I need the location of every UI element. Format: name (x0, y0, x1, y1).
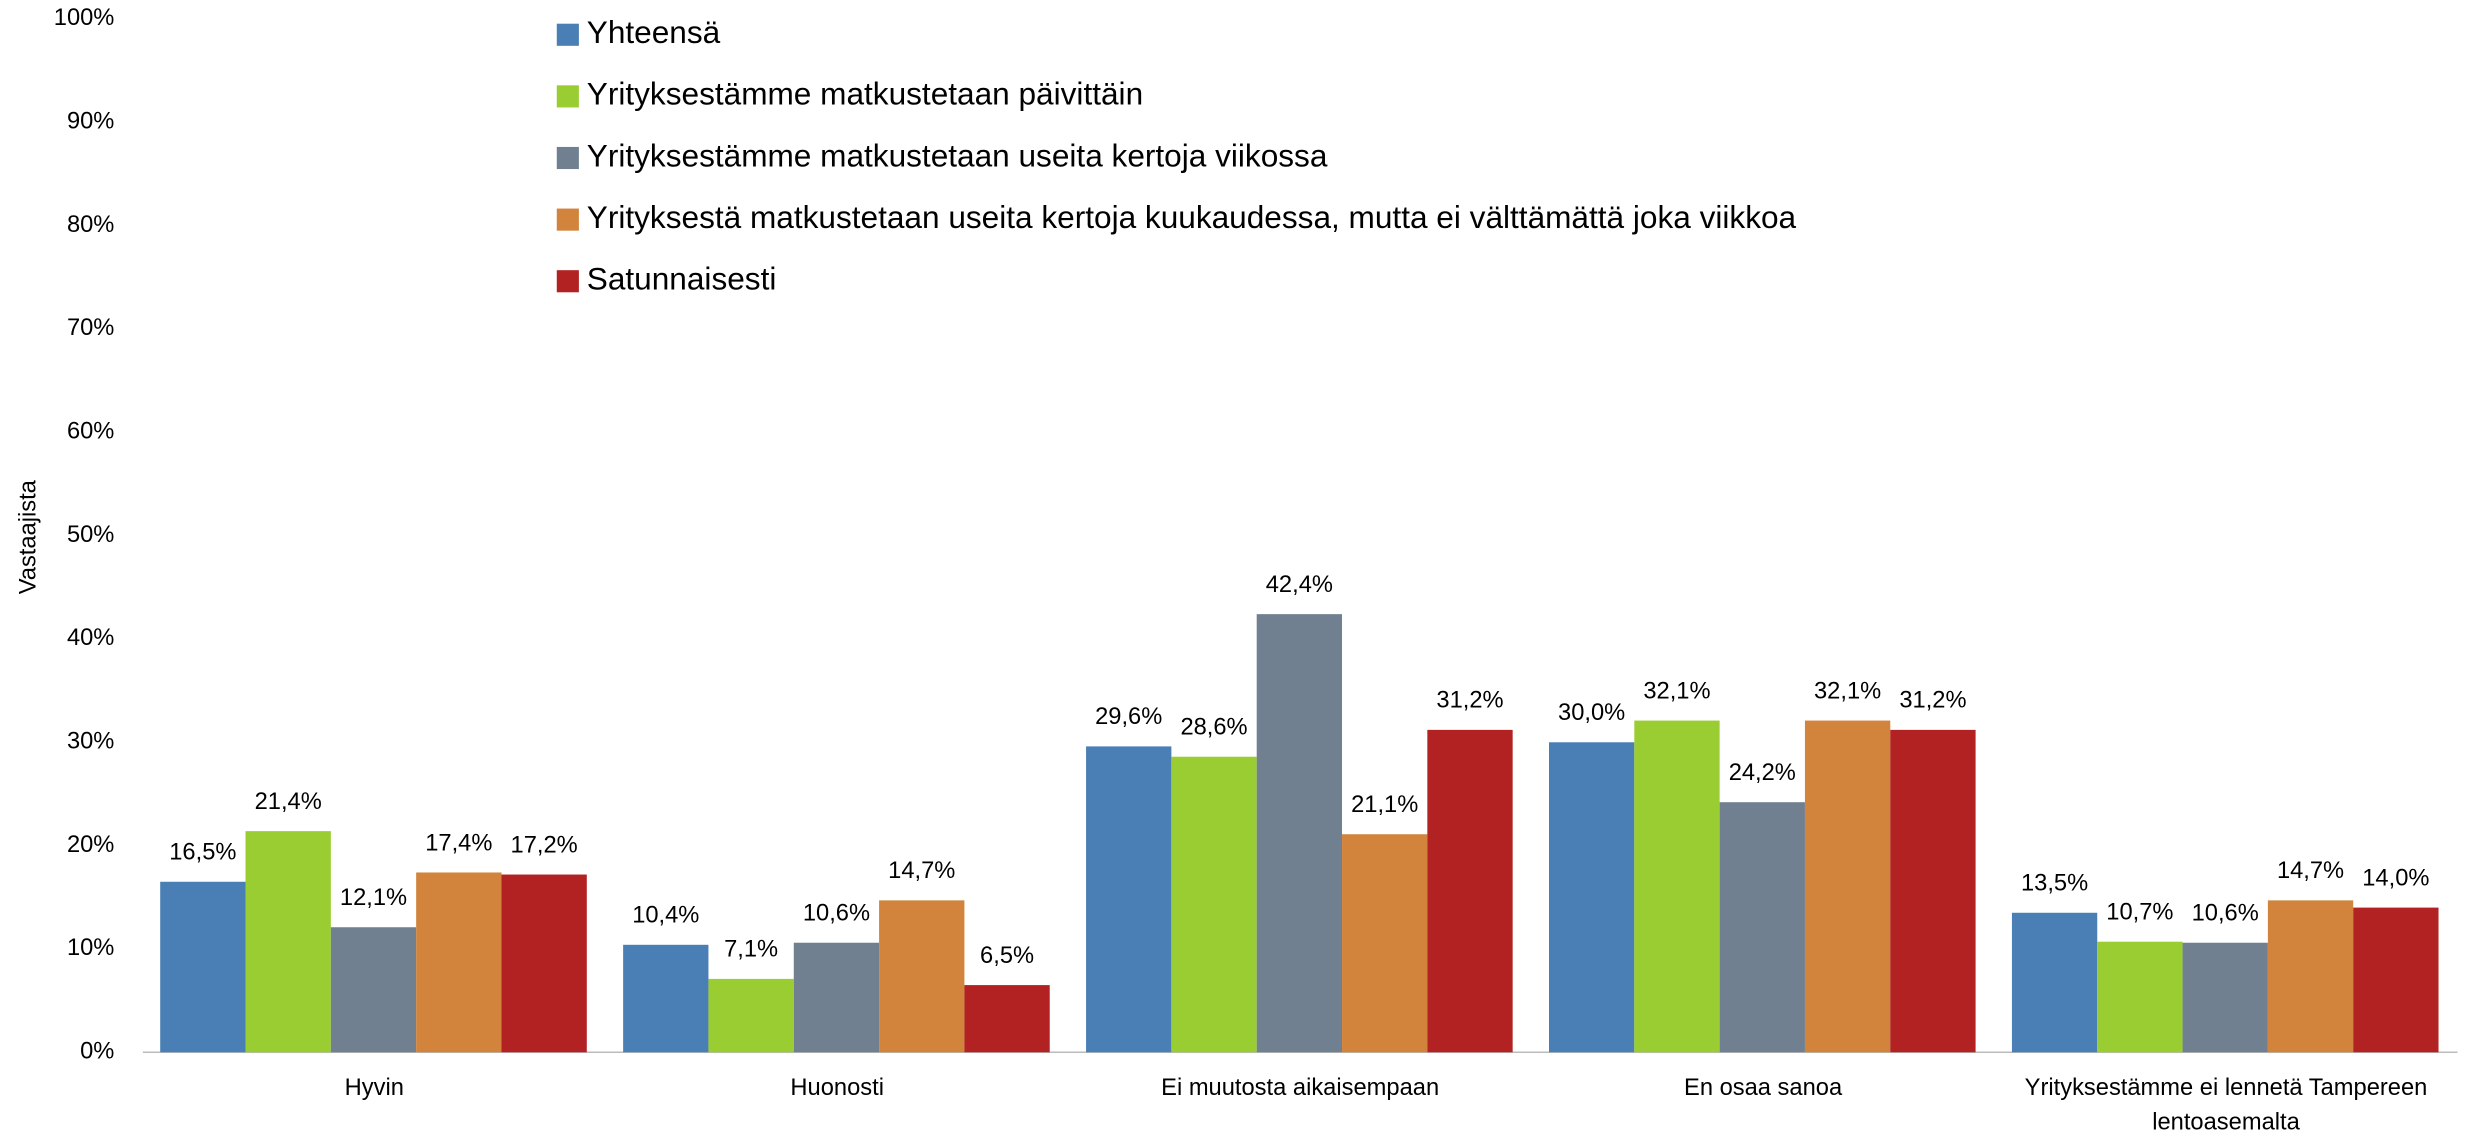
legend-swatch (556, 270, 579, 293)
y-tick-label: 90% (67, 109, 114, 135)
bar (1548, 742, 1635, 1053)
x-tick-label: Hyvin (344, 1074, 404, 1102)
data-label: 32,1% (1643, 678, 1710, 704)
bar (623, 944, 709, 1053)
bar (1634, 720, 1720, 1053)
bar (2353, 907, 2439, 1053)
bar (501, 874, 587, 1053)
y-tick-label: 50% (67, 522, 114, 548)
bar (2097, 941, 2183, 1053)
bar (416, 872, 502, 1053)
x-tick-label: Huonosti (790, 1074, 884, 1102)
bar (1086, 746, 1172, 1053)
bar (1256, 614, 1343, 1053)
bar (2182, 942, 2268, 1053)
y-tick-label: 100% (54, 5, 115, 31)
y-tick-label: 40% (67, 625, 114, 651)
data-label: 31,2% (1899, 688, 1966, 714)
data-label: 21,4% (255, 789, 322, 815)
data-label: 14,7% (888, 858, 955, 884)
legend-label: Yrityksestämme matkustetaan päivittäin (587, 76, 1143, 112)
y-tick-label: 60% (67, 419, 114, 445)
x-tick-label: Ei muutosta aikaisempaan (1161, 1074, 1440, 1102)
data-label: 21,1% (1351, 792, 1418, 818)
x-tick-label-box: Hyvin (344, 1074, 404, 1102)
bar (1804, 720, 1891, 1053)
bar (1171, 756, 1257, 1053)
bar (1890, 729, 1976, 1053)
bar (1719, 802, 1805, 1053)
bar (1342, 834, 1428, 1053)
bar (2267, 900, 2354, 1053)
bar (330, 927, 417, 1053)
legend-swatch (556, 23, 579, 46)
x-tick-label: En osaa sanoa (1684, 1074, 1843, 1102)
data-label: 12,1% (340, 885, 407, 911)
y-tick-label: 30% (67, 729, 114, 755)
bar (964, 985, 1050, 1053)
data-label: 16,5% (169, 840, 236, 866)
data-label: 17,4% (425, 830, 492, 856)
legend-label: Yhteensä (587, 14, 721, 50)
data-label: 17,2% (511, 832, 578, 858)
y-tick-label: 10% (67, 935, 114, 961)
data-label: 14,0% (2362, 865, 2429, 891)
legend-swatch (556, 85, 579, 108)
data-label: 14,7% (2277, 858, 2344, 884)
y-tick-label: 70% (67, 315, 114, 341)
bar (879, 900, 965, 1053)
x-tick-label-box: Huonosti (790, 1074, 884, 1102)
bar (708, 978, 794, 1053)
x-tick-label-box: Ei muutosta aikaisempaan (1161, 1074, 1440, 1102)
x-tick-label-box: En osaa sanoa (1684, 1074, 1843, 1102)
bar (1427, 729, 1513, 1053)
legend-label: Yrityksestämme matkustetaan useita kerto… (587, 137, 1328, 173)
data-label: 30,0% (1558, 700, 1625, 726)
data-label: 28,6% (1180, 715, 1247, 741)
y-tick-label: 0% (80, 1039, 114, 1065)
data-label: 10,7% (2106, 900, 2173, 926)
y-axis-label: Vastaajista (15, 479, 41, 594)
bar (160, 881, 246, 1053)
data-label: 13,5% (2021, 871, 2088, 897)
data-label: 24,2% (1729, 760, 1796, 786)
y-tick-label: 20% (67, 832, 114, 858)
data-label: 10,6% (2192, 901, 2259, 927)
data-label: 31,2% (1436, 688, 1503, 714)
legend-swatch (556, 146, 579, 170)
data-label: 10,6% (803, 901, 870, 927)
y-tick-label: 80% (67, 212, 114, 238)
legend-label: Satunnaisesti (587, 261, 777, 297)
data-label: 6,5% (980, 943, 1034, 969)
data-label: 42,4% (1266, 572, 1333, 598)
legend-label: Yrityksestä matkustetaan useita kertoja … (587, 199, 1797, 235)
x-tick-label-box: Yrityksestämme ei lennetä Tampereen lent… (2024, 1074, 2428, 1136)
bar (245, 831, 331, 1053)
x-tick-label: Yrityksestämme ei lennetä Tampereen lent… (2024, 1074, 2428, 1136)
bar (793, 942, 880, 1053)
data-label: 32,1% (1814, 678, 1881, 704)
data-label: 29,6% (1095, 704, 1162, 730)
bar (2011, 912, 2098, 1053)
data-label: 10,4% (632, 903, 699, 929)
data-label: 7,1% (724, 937, 778, 963)
legend-swatch (556, 208, 579, 231)
